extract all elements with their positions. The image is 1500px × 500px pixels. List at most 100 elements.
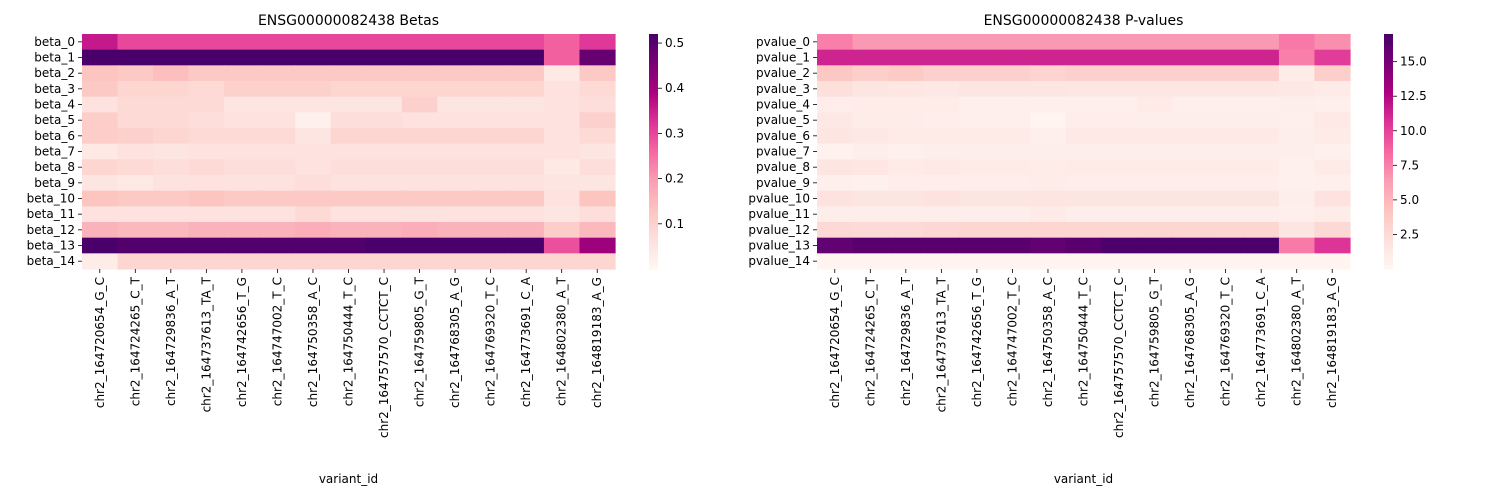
colorbar-swatch [649,220,658,223]
colorbar-swatch [1384,202,1393,205]
heatmap-cells [817,34,1351,270]
heatmap-cell [1136,112,1173,129]
heatmap-cell [117,65,154,82]
heatmap-cell [1207,143,1244,160]
x-tick-label: chr2_164742656_T_G [970,277,984,407]
y-tick-label: pvalue_13 [748,239,810,253]
heatmap-cell [1278,128,1316,145]
heatmap-cell [1207,253,1244,270]
heatmap-cell [852,81,889,98]
colorbar-swatch [649,180,658,184]
heatmap-cell [852,253,889,270]
colorbar-swatch [649,218,658,221]
heatmap-cell [401,143,438,160]
colorbar-swatch [1384,149,1393,153]
heatmap-cell [1065,112,1102,129]
colorbar-swatch [1384,175,1393,178]
heatmap-cell [508,206,545,223]
heatmap-cell [1243,253,1280,270]
heatmap-cell [117,34,154,51]
colorbar-swatch [1384,194,1393,198]
colorbar-swatch [649,129,658,133]
colorbar-swatch [1384,110,1393,113]
heatmap-cell [188,206,225,223]
heatmap-cell [401,253,438,270]
heatmap-cell [224,253,261,270]
heatmap-cell [1030,253,1067,270]
colorbar-swatch [649,96,658,100]
heatmap-cell [224,222,261,239]
heatmap-cell [994,222,1031,239]
heatmap-cell [1243,143,1280,160]
heatmap-cell [1243,34,1280,51]
colorbar-swatch [1384,43,1393,47]
heatmap-cell [153,190,190,207]
heatmap-cell [959,112,996,129]
heatmap-cell [330,112,367,129]
heatmap-cell [153,253,190,270]
colorbar-tick-label: 0.1 [665,217,684,231]
heatmap-cell [401,96,438,113]
colorbar-swatch [1384,116,1393,119]
heatmap-cell [117,143,154,160]
heatmap-cell [259,190,296,207]
heatmap-cell [1065,175,1102,192]
colorbar-swatch [1384,188,1393,192]
heatmap-cell [1243,237,1280,254]
heatmap-cell [1136,96,1173,113]
colorbar-swatch [649,206,658,209]
x-tick-label: chr2_164750358_A_C [1041,277,1055,407]
colorbar-tick-label: 5.0 [1400,193,1419,207]
heatmap-cell [153,49,190,66]
heatmap-cell [579,81,616,98]
heatmap-cell [295,96,332,113]
heatmap-cell [1278,34,1316,51]
heatmap-cell [1243,190,1280,207]
colorbar-swatch [649,225,658,229]
colorbar-swatch [1384,100,1393,104]
heatmap-cell [1172,49,1209,66]
y-tick-label: pvalue_0 [756,35,810,49]
colorbar-swatch [1384,216,1393,219]
heatmap-cell [923,159,960,176]
heatmap-cell [543,49,581,66]
heatmap-cell [366,222,403,239]
heatmap-cell [437,128,474,145]
heatmap-cell [1065,190,1102,207]
heatmap-cell [330,190,367,207]
heatmap-cell [1314,49,1351,66]
heatmap-cell [295,159,332,176]
heatmap-cell [852,222,889,239]
colorbar-swatch [649,192,658,196]
heatmap-cell [994,190,1031,207]
heatmap-cell [852,190,889,207]
x-tick-label: chr2_164773691_C_A [1254,276,1268,407]
heatmap-cell [852,206,889,223]
colorbar-swatch [1384,63,1393,66]
heatmap-cell [579,112,616,129]
heatmap-cell [888,81,925,98]
colorbar-swatch [1384,184,1393,188]
heatmap-cell [295,175,332,192]
colorbar-swatch [649,34,658,37]
colorbar-swatch [649,122,658,125]
colorbar-swatch [1384,267,1393,270]
heatmap-cell [579,128,616,145]
heatmap-cell [959,190,996,207]
heatmap-panel-0: ENSG00000082438 Betas beta_0 beta_1beta_2b… [27,13,684,486]
y-tick-label: beta_4 [34,98,75,112]
heatmap-cell [579,237,616,254]
heatmap-cell [923,175,960,192]
heatmap-cell [1207,65,1244,82]
heatmap-cell [888,237,925,254]
colorbar-swatch [1384,214,1393,217]
colorbar-swatch [649,255,658,258]
heatmap-cell [508,128,545,145]
colorbar-swatch [1384,104,1393,108]
heatmap-cell [817,143,854,160]
colorbar-swatch [1384,124,1393,127]
heatmap-cell [1207,206,1244,223]
heatmap-cell [224,81,261,98]
colorbar-swatch [649,137,658,141]
heatmap-cell [188,253,225,270]
